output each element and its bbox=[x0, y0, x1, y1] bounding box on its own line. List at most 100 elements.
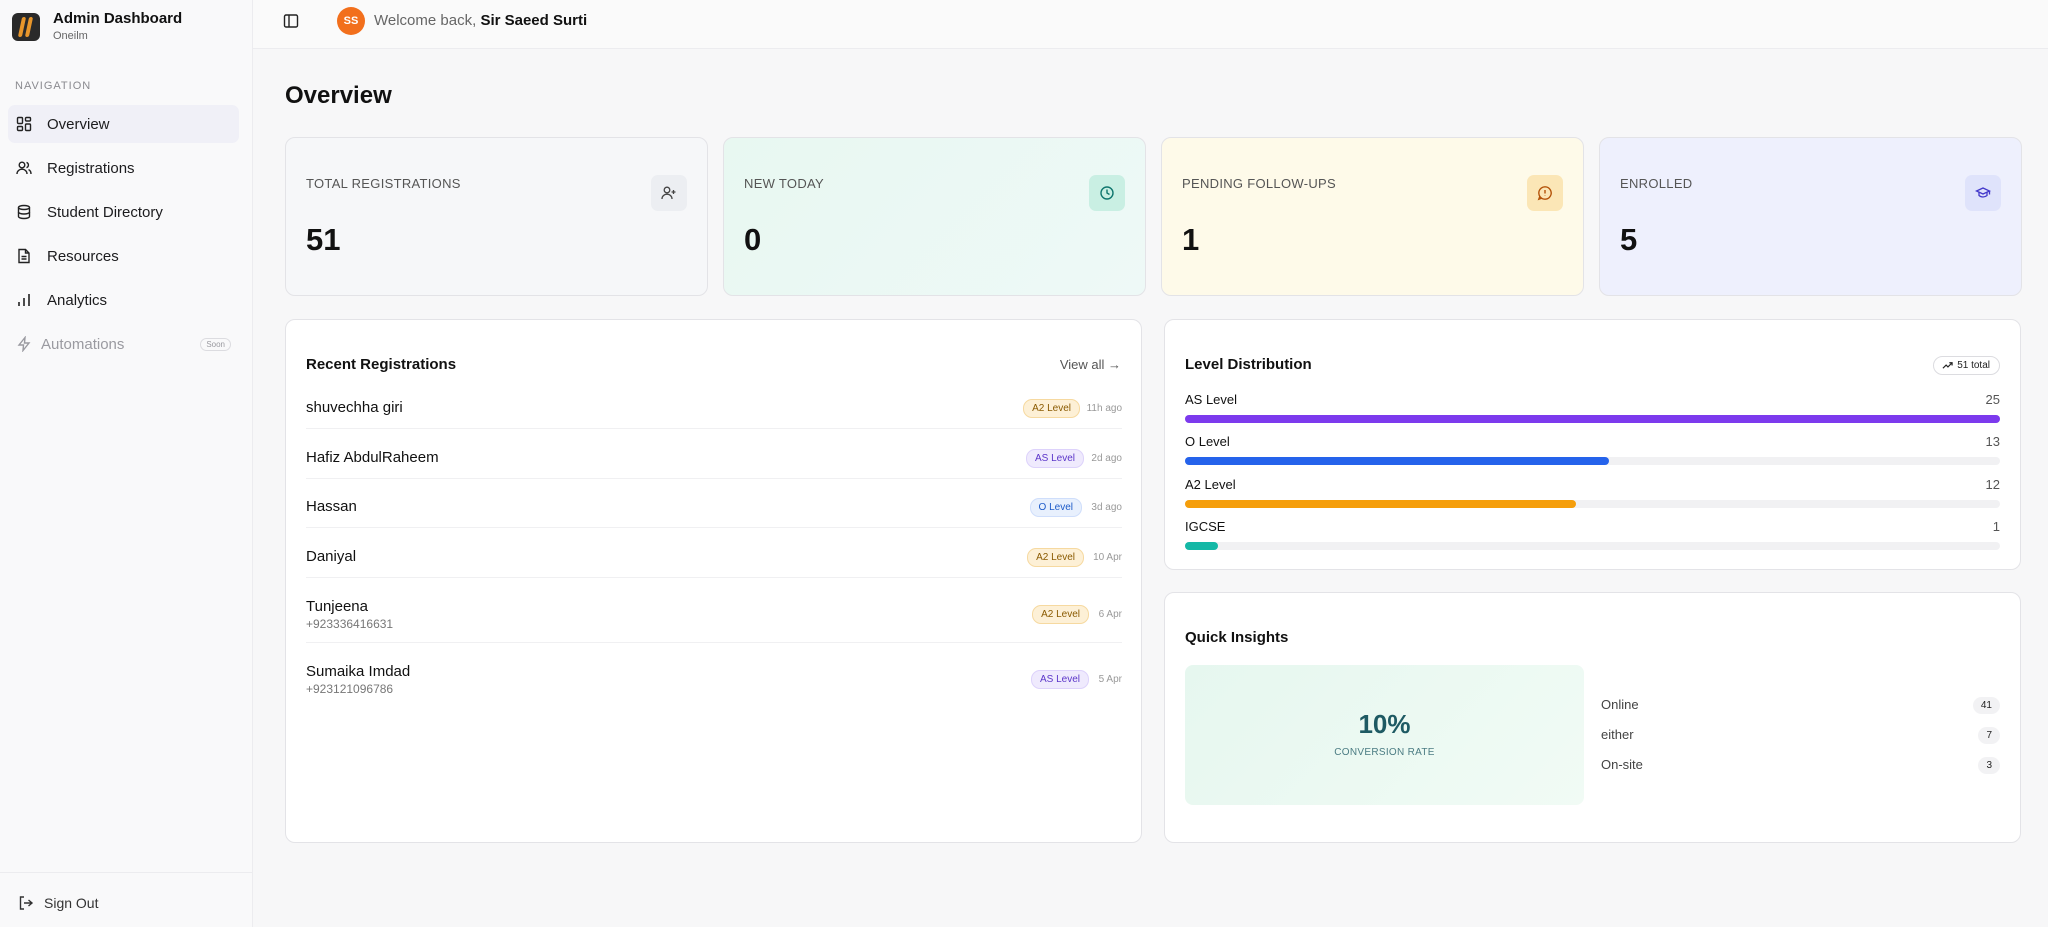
level-count: 25 bbox=[1985, 392, 2000, 407]
grid-icon bbox=[16, 116, 32, 132]
level-badge: O Level bbox=[1029, 498, 1082, 517]
table-row[interactable]: Sumaika Imdad +923121096786 AS Level 5 A… bbox=[306, 651, 1122, 708]
quick-insights-card: Quick Insights 10% CONVERSION RATE Onlin… bbox=[1164, 592, 2021, 843]
bar-chart-icon bbox=[18, 294, 30, 306]
stat-value: 1 bbox=[1182, 222, 1200, 257]
stat-label: NEW TODAY bbox=[744, 176, 824, 191]
level-count: 13 bbox=[1985, 434, 2000, 449]
table-row[interactable]: shuvechha giri A2 Level 11h ago bbox=[306, 387, 1122, 429]
sidebar-item-overview[interactable]: Overview bbox=[8, 105, 239, 143]
sidebar-item-automations[interactable]: Automations Soon bbox=[8, 325, 239, 363]
mode-label: Online bbox=[1601, 697, 1639, 712]
log-out-icon bbox=[19, 896, 34, 910]
clock-icon bbox=[1089, 175, 1125, 211]
sidebar-item-label: Analytics bbox=[47, 291, 108, 309]
table-row[interactable]: Daniyal A2 Level 10 Apr bbox=[306, 536, 1122, 578]
sidebar-toggle-icon[interactable] bbox=[283, 13, 299, 29]
registrant-name: shuvechha giri bbox=[306, 399, 403, 416]
table-row[interactable]: Tunjeena +923336416631 A2 Level 6 Apr bbox=[306, 586, 1122, 643]
view-all-link[interactable]: View all → bbox=[1060, 357, 1121, 372]
registrant-name: Sumaika Imdad bbox=[306, 663, 411, 680]
level-bar bbox=[1185, 500, 1577, 508]
card-title: Level Distribution bbox=[1185, 356, 1312, 373]
level-count: 12 bbox=[1985, 477, 2000, 492]
conversion-rate-label: CONVERSION RATE bbox=[1334, 747, 1435, 758]
sign-out-button[interactable]: Sign Out bbox=[18, 895, 98, 911]
sidebar-item-label: Overview bbox=[47, 115, 110, 133]
topbar: SS Welcome back, Sir Saeed Surti bbox=[253, 0, 2048, 49]
level-bar-track bbox=[1185, 457, 2000, 465]
level-badge: A2 Level bbox=[1023, 399, 1080, 418]
soon-badge: Soon bbox=[200, 337, 231, 351]
stat-card-total-registrations: TOTAL REGISTRATIONS 51 bbox=[285, 137, 708, 296]
total-label: 51 total bbox=[1957, 360, 1990, 371]
stat-card-enrolled: ENROLLED 5 bbox=[1599, 137, 2022, 296]
level-label: A2 Level bbox=[1185, 477, 1236, 492]
mode-label: either bbox=[1601, 727, 1634, 742]
sidebar-item-resources[interactable]: Resources bbox=[8, 237, 239, 275]
sidebar-item-student-directory[interactable]: Student Directory bbox=[8, 193, 239, 231]
stat-label: ENROLLED bbox=[1620, 176, 1693, 191]
total-badge: 51 total bbox=[1933, 356, 2000, 375]
brand[interactable]: Admin Dashboard Oneilm bbox=[12, 10, 182, 44]
table-row[interactable]: Hassan O Level 3d ago bbox=[306, 486, 1122, 528]
stat-card-pending-follow-ups: PENDING FOLLOW-UPS 1 bbox=[1161, 137, 1584, 296]
registration-time: 6 Apr bbox=[1098, 609, 1122, 620]
welcome-prefix: Welcome back, bbox=[374, 12, 477, 29]
table-row[interactable]: Hafiz AbdulRaheem AS Level 2d ago bbox=[306, 437, 1122, 479]
level-distribution-card: Level Distribution 51 total AS Level 25 … bbox=[1164, 319, 2021, 570]
level-label: O Level bbox=[1185, 434, 1230, 449]
registrant-name: Daniyal bbox=[306, 548, 357, 565]
level-bar bbox=[1185, 457, 1609, 465]
avatar[interactable]: SS bbox=[337, 7, 365, 35]
registrant-phone: +923336416631 bbox=[306, 617, 394, 631]
level-bar-track bbox=[1185, 542, 2000, 550]
message-alert-icon bbox=[1527, 175, 1563, 211]
page-title: Overview bbox=[285, 82, 392, 109]
sidebar-item-registrations[interactable]: Registrations bbox=[8, 149, 239, 187]
mode-count: 3 bbox=[1978, 757, 2000, 774]
registration-time: 11h ago bbox=[1086, 403, 1122, 414]
card-title: Quick Insights bbox=[1185, 629, 1289, 646]
level-label: AS Level bbox=[1185, 392, 1238, 407]
user-name: Sir Saeed Surti bbox=[480, 12, 588, 29]
stat-value: 0 bbox=[744, 222, 762, 257]
level-badge: A2 Level bbox=[1032, 605, 1089, 624]
bolt-icon bbox=[17, 336, 31, 352]
card-title: Recent Registrations bbox=[306, 356, 457, 373]
level-bar bbox=[1185, 415, 2000, 423]
level-badge: AS Level bbox=[1030, 670, 1089, 689]
registration-time: 3d ago bbox=[1091, 502, 1122, 513]
stat-card-new-today: NEW TODAY 0 bbox=[723, 137, 1146, 296]
sidebar-item-analytics[interactable]: Analytics bbox=[8, 281, 239, 319]
registrant-name: Hassan bbox=[306, 498, 357, 515]
registration-time: 5 Apr bbox=[1098, 674, 1122, 685]
sidebar-item-label: Automations bbox=[41, 335, 125, 353]
level-bar-track bbox=[1185, 500, 2000, 508]
mode-count: 41 bbox=[1972, 697, 2000, 714]
nav-heading: NAVIGATION bbox=[15, 80, 92, 92]
arrow-right-icon: → bbox=[1108, 357, 1121, 372]
recent-registrations-card: Recent Registrations View all → shuvechh… bbox=[285, 319, 1142, 843]
brand-logo bbox=[12, 13, 40, 41]
stat-value: 5 bbox=[1620, 222, 1638, 257]
sidebar-item-label: Resources bbox=[47, 247, 119, 265]
level-label: IGCSE bbox=[1185, 519, 1226, 534]
registrant-phone: +923121096786 bbox=[306, 682, 394, 696]
welcome-message: Welcome back, Sir Saeed Surti bbox=[374, 12, 587, 29]
registration-time: 2d ago bbox=[1091, 453, 1122, 464]
sidebar: Admin Dashboard Oneilm NAVIGATION Overvi… bbox=[0, 0, 253, 927]
sidebar-item-label: Student Directory bbox=[47, 203, 163, 221]
registrant-name: Tunjeena bbox=[306, 598, 368, 615]
view-all-label: View all bbox=[1059, 357, 1105, 372]
file-icon bbox=[18, 248, 30, 264]
registrant-name: Hafiz AbdulRaheem bbox=[306, 449, 439, 466]
database-icon bbox=[17, 204, 31, 220]
level-count: 1 bbox=[1992, 519, 2000, 534]
mode-label: On-site bbox=[1601, 757, 1643, 772]
graduation-cap-icon bbox=[1965, 175, 2001, 211]
level-badge: A2 Level bbox=[1027, 548, 1084, 567]
sidebar-divider bbox=[0, 872, 253, 873]
user-plus-icon bbox=[651, 175, 687, 211]
sign-out-label: Sign Out bbox=[44, 895, 99, 911]
